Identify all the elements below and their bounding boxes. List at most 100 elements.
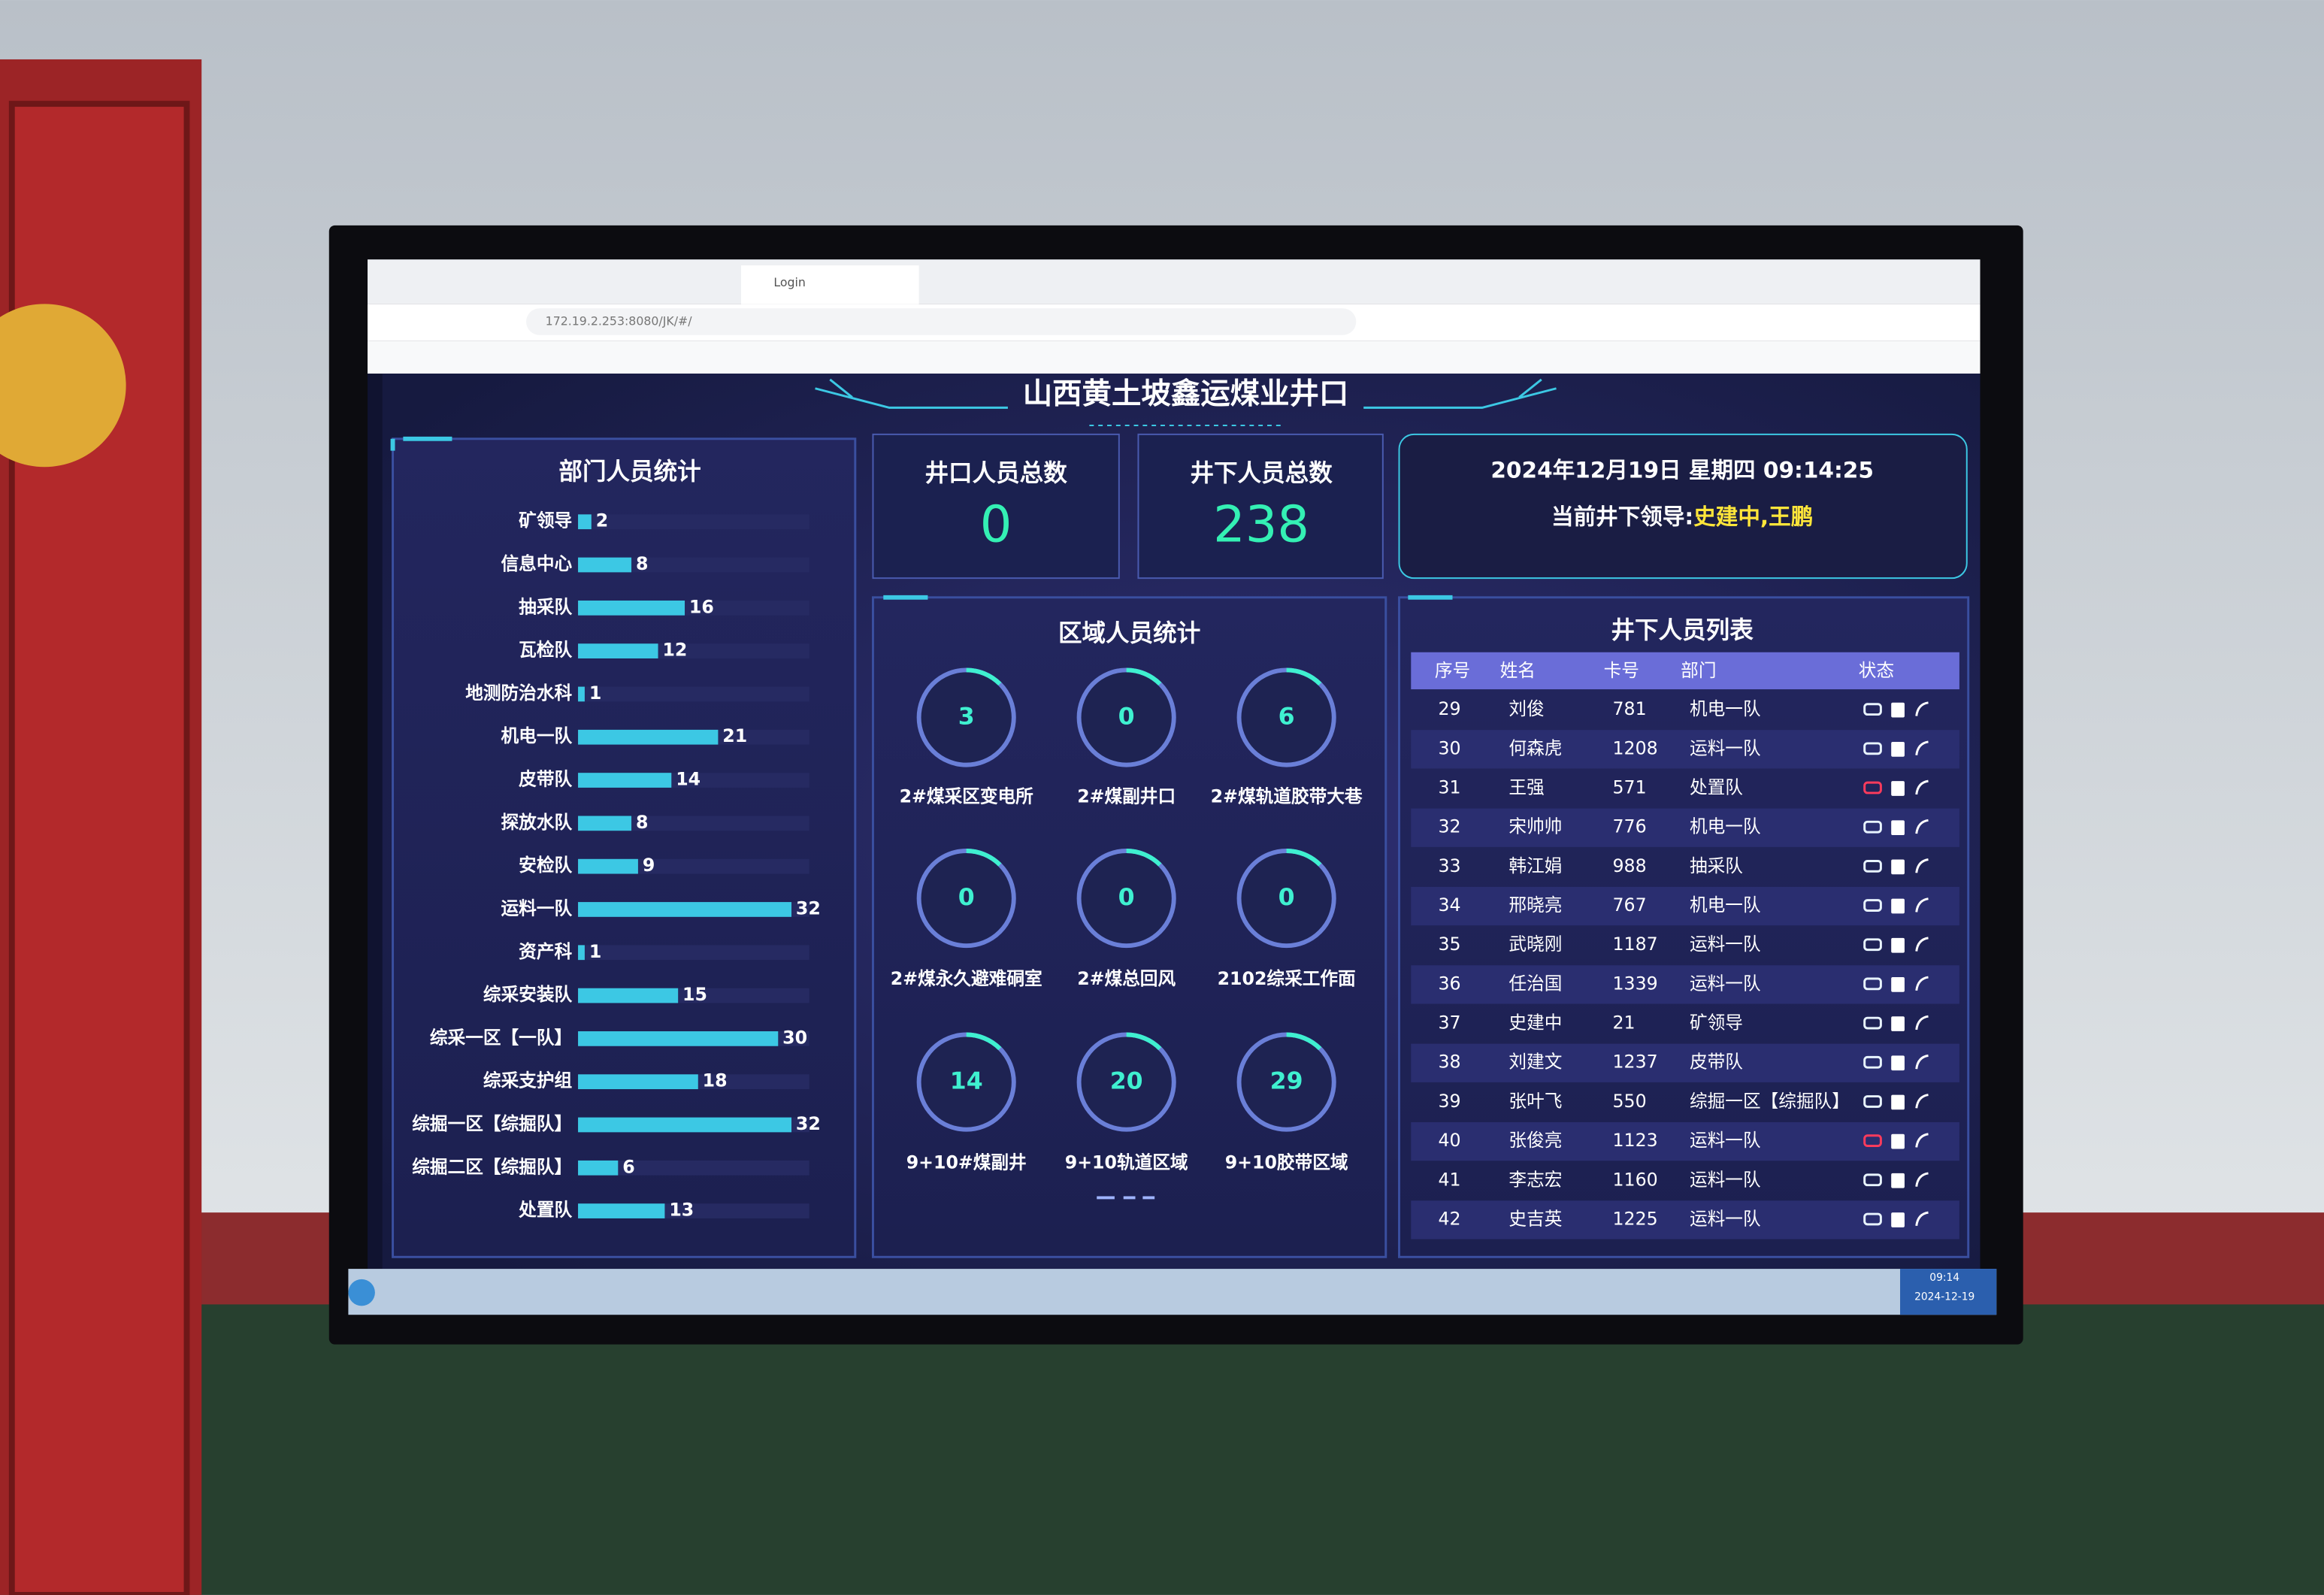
zone-ring-highlight — [966, 849, 1002, 867]
zone-name: 9+10胶带区域 — [1225, 1152, 1348, 1173]
battery-icon — [1863, 1016, 1882, 1030]
zone-name: 9+10#煤副井 — [906, 1152, 1027, 1173]
total-value: 238 — [1213, 495, 1309, 554]
tab-title[interactable]: Login — [773, 275, 806, 289]
table-cell: 42 — [1439, 1208, 1461, 1229]
zone-name: 2#煤副井口 — [1077, 786, 1176, 807]
table-cell: 550 — [1612, 1091, 1646, 1112]
title-decoration — [815, 378, 1557, 409]
table-cell: 1208 — [1612, 737, 1657, 758]
table-cell: 运料一队 — [1690, 1208, 1761, 1229]
device-icon — [1891, 741, 1905, 757]
battery-icon — [1863, 1095, 1882, 1108]
zone-ring-highlight — [1286, 1032, 1322, 1051]
bar — [578, 858, 638, 874]
table-cell: 1187 — [1612, 934, 1657, 955]
device-icon — [1891, 781, 1905, 796]
zone-count: 0 — [1118, 884, 1135, 911]
signal-icon — [1915, 740, 1929, 755]
device-icon — [1891, 820, 1905, 836]
device-icon — [1891, 1016, 1905, 1031]
bar — [578, 1160, 619, 1176]
zone-count: 20 — [1110, 1068, 1143, 1095]
zone-name: 2#煤轨道胶带大巷 — [1211, 786, 1363, 807]
leader-line: 当前井下领导:史建中,王鹏 — [1551, 504, 1813, 529]
signal-icon — [1915, 1211, 1929, 1227]
total-label: 井下人员总数 — [1190, 460, 1333, 487]
row-stripe — [1411, 730, 1959, 769]
zone-ring-highlight — [1286, 849, 1322, 867]
bookmark-bar — [368, 340, 1981, 374]
bar-value: 8 — [636, 553, 648, 574]
table-cell: 何森虎 — [1508, 737, 1562, 758]
zone-ring-highlight — [1286, 667, 1322, 686]
table-cell: 40 — [1439, 1130, 1461, 1151]
table-cell: 29 — [1439, 698, 1461, 719]
table-cell: 运料一队 — [1690, 934, 1761, 955]
table-cell: 武晓刚 — [1508, 934, 1562, 955]
device-icon — [1891, 1055, 1905, 1071]
signal-icon — [1915, 1015, 1929, 1031]
zone-count: 14 — [950, 1068, 983, 1095]
panel-title: 部门人员统计 — [558, 459, 701, 486]
table-cell: 运料一队 — [1690, 973, 1761, 994]
tray-date: 2024-12-19 — [1914, 1291, 1974, 1303]
department-label: 综采安装队 — [483, 984, 573, 1005]
table-cell: 韩江娟 — [1508, 855, 1562, 876]
battery-icon — [1863, 781, 1882, 794]
bar-value: 18 — [703, 1070, 728, 1091]
tray — [1900, 1269, 1997, 1315]
table-cell: 综掘一区【综掘队】 — [1690, 1091, 1850, 1112]
total-label: 井口人员总数 — [925, 460, 1068, 487]
row-stripe — [1411, 1121, 1959, 1161]
bar-value: 13 — [669, 1200, 694, 1221]
signal-icon — [1915, 1133, 1929, 1148]
department-label: 信息中心 — [501, 553, 573, 574]
zone-ring-highlight — [966, 667, 1002, 686]
signal-icon — [1915, 819, 1929, 834]
zone-count: 6 — [1279, 704, 1295, 731]
panel-title: 井下人员列表 — [1611, 617, 1754, 644]
department-label: 运料一队 — [501, 897, 573, 919]
signal-icon — [1915, 897, 1929, 913]
row-stripe — [1411, 1043, 1959, 1082]
battery-icon — [1863, 742, 1882, 755]
bar-value: 9 — [643, 855, 655, 876]
bar-track — [578, 1160, 809, 1176]
bell-icon — [0, 304, 126, 468]
device-icon — [1891, 702, 1905, 718]
bar-value: 12 — [662, 640, 687, 661]
table-cell: 张俊亮 — [1508, 1130, 1562, 1151]
signal-icon — [1915, 779, 1929, 795]
url-field[interactable] — [526, 308, 1357, 335]
bar-value: 21 — [722, 725, 747, 746]
table-cell: 1225 — [1612, 1208, 1657, 1229]
zone-name: 2#煤采区变电所 — [900, 786, 1034, 807]
datetime: 2024年12月19日 星期四 09:14:25 — [1490, 458, 1874, 483]
table-cell: 988 — [1612, 855, 1646, 876]
bar — [578, 729, 719, 745]
department-label: 综采一区【一队】 — [430, 1027, 572, 1048]
signal-icon — [1915, 858, 1929, 873]
zone-name: 2#煤永久避难硐室 — [891, 968, 1042, 989]
zone-count: 0 — [958, 884, 975, 911]
total-box — [872, 433, 1120, 580]
row-stripe — [1411, 1200, 1959, 1239]
active-tab[interactable] — [740, 265, 919, 304]
bar — [578, 816, 632, 831]
table-cell: 1123 — [1612, 1130, 1657, 1151]
bar — [578, 988, 679, 1003]
bar-value: 32 — [796, 1113, 821, 1134]
bar — [578, 1117, 792, 1133]
department-label: 矿领导 — [519, 510, 572, 531]
battery-icon — [1863, 859, 1882, 873]
taskbar — [348, 1269, 1997, 1315]
table-cell: 机电一队 — [1690, 698, 1761, 719]
start-button[interactable] — [348, 1279, 375, 1306]
department-label: 皮带队 — [519, 769, 572, 790]
table-cell: 781 — [1612, 698, 1646, 719]
battery-icon — [1863, 938, 1882, 952]
url[interactable]: 172.19.2.253:8080/JK/#/ — [546, 314, 693, 328]
